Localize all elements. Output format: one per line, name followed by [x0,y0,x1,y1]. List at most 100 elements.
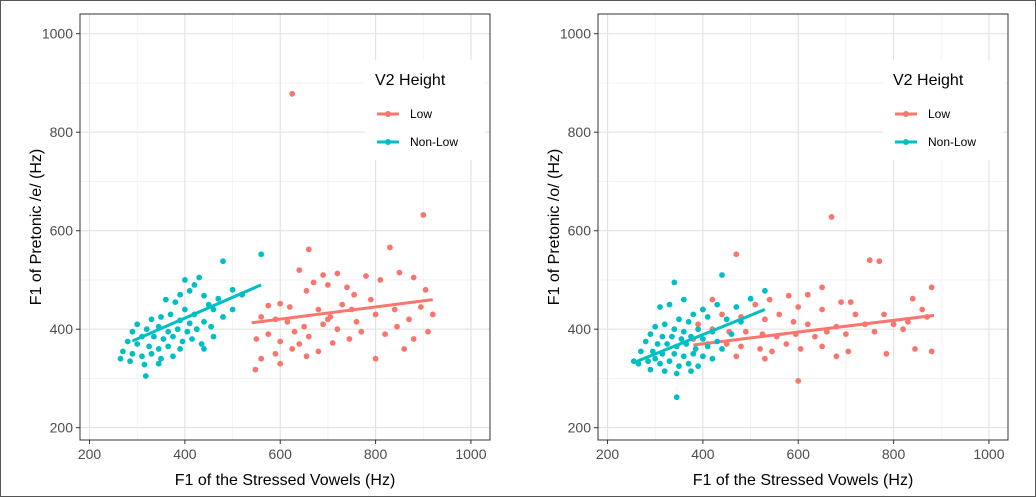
data-point-low [733,251,740,258]
data-point-non-low [657,304,663,310]
data-point-non-low [671,326,678,333]
data-point-non-low [714,338,721,345]
data-point-low [695,321,701,328]
x-tick-label: 600 [787,446,811,462]
data-point-low [804,321,811,328]
data-point-non-low [201,292,207,299]
data-point-non-low [160,336,167,342]
data-point-low [819,306,825,313]
data-point-non-low [666,301,673,308]
data-point-non-low [638,348,644,355]
data-point-low [883,350,890,357]
x-tick-label: 800 [364,446,388,462]
data-point-non-low [148,316,155,323]
data-point-low [723,341,730,347]
data-point-low [277,300,284,307]
y-tick-label: 600 [568,223,592,239]
data-point-non-low [124,338,131,345]
data-point-low [320,321,326,328]
data-point-non-low [685,318,692,325]
data-point-non-low [661,321,668,328]
y-tick-label: 1000 [560,26,591,42]
data-point-low [881,311,887,318]
data-point-low [838,299,844,305]
data-point-low [847,299,854,305]
data-point-low [905,318,911,325]
legend-label-low: Low [928,107,950,121]
data-point-low [372,311,379,318]
fit-line-non-low [131,283,262,343]
data-point-non-low [186,287,193,294]
data-point-low [795,304,802,310]
data-point-low [828,214,835,220]
data-point-low [372,355,379,362]
data-point-low [776,311,783,318]
data-point-non-low [704,314,711,320]
data-point-low [785,292,792,299]
x-axis-title: F1 of the Stressed Vowels (Hz) [693,472,914,489]
data-point-non-low [678,336,685,342]
data-point-non-low [229,306,236,313]
data-point-low [852,311,859,318]
data-point-non-low [747,295,754,302]
data-point-low [762,355,768,362]
data-point-non-low [676,363,682,369]
data-point-non-low [179,338,186,345]
data-point-non-low [688,368,694,374]
data-point-low [752,301,759,308]
data-point-low [912,346,918,352]
data-point-non-low [673,370,680,377]
data-point-low [733,353,740,360]
data-point-non-low [258,251,265,258]
data-point-low [358,328,365,335]
data-point-non-low [155,346,162,352]
data-point-non-low [177,291,184,298]
fit-line-low [251,298,433,325]
data-point-low [367,296,374,303]
y-tick-label: 800 [568,124,592,140]
data-point-non-low [695,363,701,369]
data-point-non-low [714,301,721,308]
data-point-non-low [134,321,141,328]
data-point-non-low [680,296,687,303]
data-point-low [909,295,916,302]
data-point-low [377,277,384,283]
data-point-non-low [719,346,725,352]
data-point-low [742,328,749,335]
data-point-low [252,366,259,373]
x-tick-label: 200 [596,446,620,462]
data-point-low [277,338,284,345]
data-point-non-low [174,326,181,333]
data-point-low [890,321,897,328]
data-point-low [418,304,424,310]
legend: V2 Height Low Non-Low [883,60,1003,160]
data-point-low [401,346,408,352]
data-point-low [310,279,317,286]
data-point-non-low [201,318,207,325]
x-tick-label: 200 [78,446,102,462]
data-point-low [305,246,312,253]
data-point-low [797,346,804,352]
data-point-non-low [690,311,697,318]
data-point-low [410,274,417,281]
data-point-low [429,311,436,318]
data-point-non-low [220,258,226,265]
data-point-non-low [120,348,126,355]
data-point-non-low [700,353,706,360]
data-point-non-low [709,355,716,362]
legend-label-low: Low [410,107,432,121]
data-point-non-low [165,328,172,335]
data-point-low [766,296,773,303]
data-point-non-low [723,316,730,323]
data-point-non-low [134,341,141,347]
plot-border [79,13,491,441]
data-point-non-low [139,353,145,360]
data-point-non-low [170,333,176,340]
data-point-non-low [704,343,711,350]
data-point-low [363,273,369,279]
data-point-non-low [685,360,692,367]
data-point-low [315,348,322,355]
data-point-non-low [182,277,188,283]
data-point-low [286,304,293,310]
data-point-non-low [659,333,666,340]
